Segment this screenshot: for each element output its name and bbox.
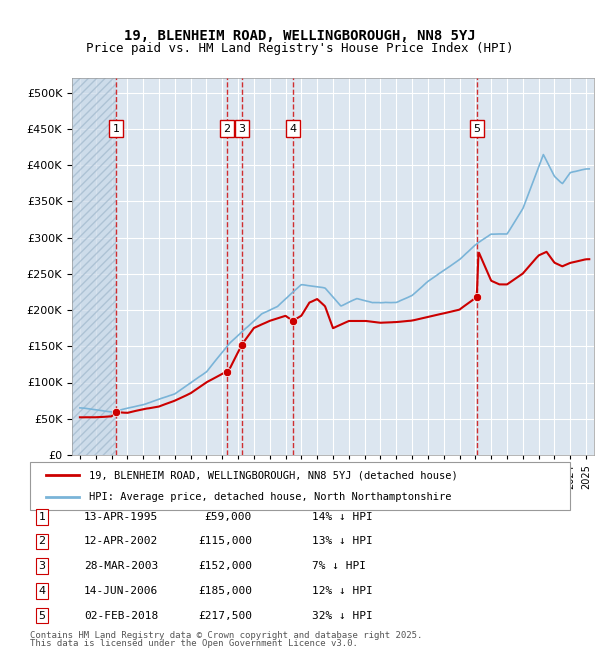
Text: £185,000: £185,000 [198,586,252,596]
Text: 4: 4 [289,124,296,134]
Text: 4: 4 [38,586,46,596]
Text: This data is licensed under the Open Government Licence v3.0.: This data is licensed under the Open Gov… [30,639,358,648]
Text: 2: 2 [38,536,46,547]
Text: 32% ↓ HPI: 32% ↓ HPI [312,610,373,621]
Text: Price paid vs. HM Land Registry's House Price Index (HPI): Price paid vs. HM Land Registry's House … [86,42,514,55]
Text: 14-JUN-2006: 14-JUN-2006 [84,586,158,596]
Text: £59,000: £59,000 [205,512,252,522]
Text: 7% ↓ HPI: 7% ↓ HPI [312,561,366,571]
Text: 5: 5 [38,610,46,621]
Text: 1: 1 [38,512,46,522]
Text: 19, BLENHEIM ROAD, WELLINGBOROUGH, NN8 5YJ: 19, BLENHEIM ROAD, WELLINGBOROUGH, NN8 5… [124,29,476,44]
Text: 02-FEB-2018: 02-FEB-2018 [84,610,158,621]
Text: 13-APR-1995: 13-APR-1995 [84,512,158,522]
FancyBboxPatch shape [30,462,570,510]
Text: 19, BLENHEIM ROAD, WELLINGBOROUGH, NN8 5YJ (detached house): 19, BLENHEIM ROAD, WELLINGBOROUGH, NN8 5… [89,470,458,480]
Text: £217,500: £217,500 [198,610,252,621]
Text: HPI: Average price, detached house, North Northamptonshire: HPI: Average price, detached house, Nort… [89,491,452,502]
Text: £152,000: £152,000 [198,561,252,571]
Text: 3: 3 [238,124,245,134]
Text: 13% ↓ HPI: 13% ↓ HPI [312,536,373,547]
Text: 12% ↓ HPI: 12% ↓ HPI [312,586,373,596]
Bar [72,78,116,455]
Text: Contains HM Land Registry data © Crown copyright and database right 2025.: Contains HM Land Registry data © Crown c… [30,631,422,640]
Text: 28-MAR-2003: 28-MAR-2003 [84,561,158,571]
Text: 3: 3 [38,561,46,571]
Text: 12-APR-2002: 12-APR-2002 [84,536,158,547]
Text: 14% ↓ HPI: 14% ↓ HPI [312,512,373,522]
Text: 2: 2 [223,124,230,134]
Text: 1: 1 [112,124,119,134]
Text: £115,000: £115,000 [198,536,252,547]
Text: 5: 5 [473,124,480,134]
